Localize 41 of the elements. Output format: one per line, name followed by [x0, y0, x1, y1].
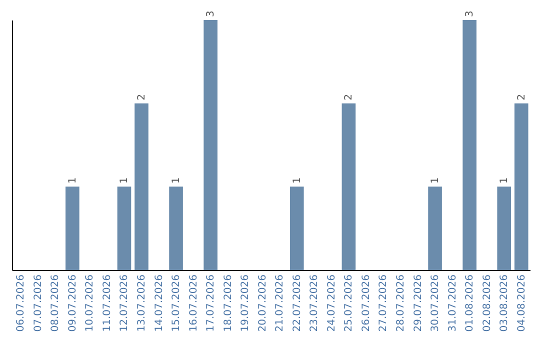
data-label: 1	[292, 177, 303, 184]
x-tick-label: 14.07.2026	[154, 274, 165, 332]
x-tick-label: 08.07.2026	[50, 274, 62, 332]
x-tick-label: 27.07.2026	[378, 274, 390, 332]
x-tick-label: 06.07.2026	[16, 274, 27, 332]
x-tick-label: 19.07.2026	[240, 274, 252, 332]
x-tick-label: 25.07.2026	[344, 274, 355, 332]
x-tick-label: 23.07.2026	[309, 274, 320, 332]
data-label: 3	[464, 10, 476, 17]
data-label: 3	[206, 10, 217, 17]
x-tick-label: 21.07.2026	[274, 274, 286, 332]
x-tick-label: 09.07.2026	[67, 274, 78, 332]
x-tick-label: 29.07.2026	[412, 274, 424, 332]
x-tick-label: 31.07.2026	[447, 274, 458, 332]
x-tick-label: 04.08.2026	[516, 274, 528, 332]
x-tick-label: 18.07.2026	[222, 274, 234, 332]
data-label: 2	[136, 94, 148, 100]
x-tick-label: 12.07.2026	[119, 274, 130, 332]
x-tick-label: 30.07.2026	[430, 274, 442, 332]
x-tick-label: 16.07.2026	[188, 274, 200, 332]
x-tick-label: 10.07.2026	[84, 274, 96, 332]
x-tick-label: 26.07.2026	[360, 274, 372, 332]
x-tick-label: 07.07.2026	[32, 274, 44, 332]
data-label: 2	[344, 94, 355, 100]
data-label: 1	[119, 177, 130, 184]
x-tick-label: 17.07.2026	[206, 274, 217, 332]
x-tick-label: 13.07.2026	[136, 274, 148, 332]
data-label: 1	[171, 177, 182, 184]
data-label: 1	[430, 177, 442, 184]
x-tick-label: 15.07.2026	[171, 274, 182, 332]
data-label: 1	[499, 177, 510, 184]
x-tick-label: 02.08.2026	[482, 274, 493, 332]
x-tick-label: 28.07.2026	[396, 274, 406, 332]
x-tick-label: 11.07.2026	[102, 274, 113, 332]
x-tick-label: 03.08.2026	[499, 274, 510, 332]
x-tick-label: 01.08.2026	[464, 274, 476, 332]
x-tick-label: 22.07.2026	[292, 274, 303, 332]
data-label: 1	[67, 177, 78, 184]
x-tick-label: 24.07.2026	[326, 274, 338, 332]
x-tick-label: 20.07.2026	[257, 274, 268, 332]
data-label: 2	[516, 94, 528, 100]
